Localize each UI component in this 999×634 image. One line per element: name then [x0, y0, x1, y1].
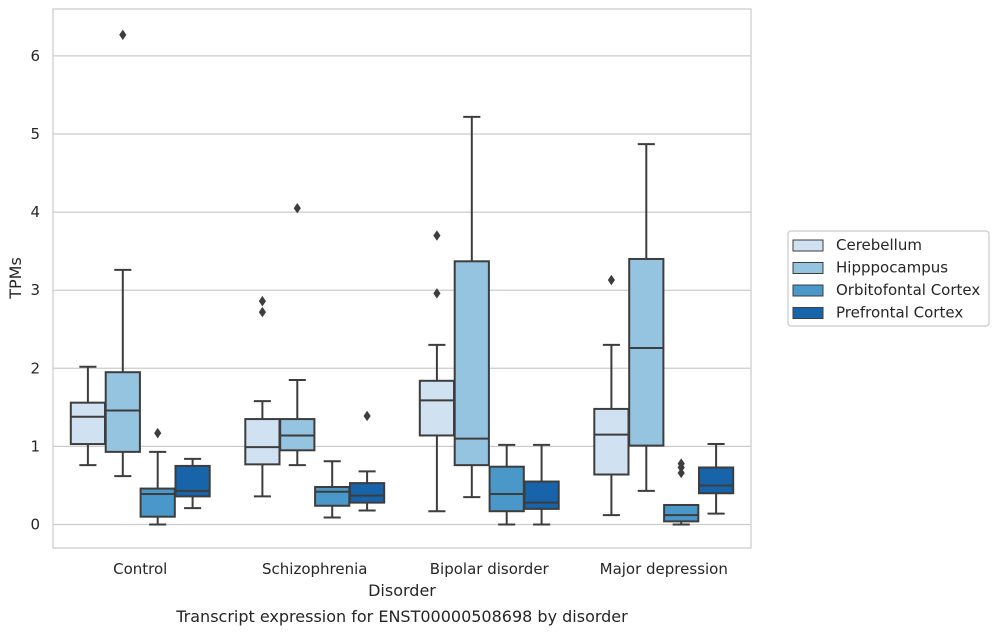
y-tick-label: 3 [30, 281, 40, 299]
iqr-box [697, 466, 735, 495]
box-cerebellum [69, 365, 107, 467]
legend-swatch [792, 307, 824, 319]
legend-frame [787, 230, 990, 327]
x-axis-label: Disorder [368, 581, 436, 600]
iqr-box [488, 465, 525, 513]
box-orbitofontal-cortex [663, 458, 700, 526]
box-orbitofontal-cortex [488, 443, 525, 526]
y-tick-label: 1 [30, 437, 40, 455]
box-hipppocampus [104, 29, 141, 478]
y-tick-label: 4 [30, 203, 40, 221]
y-tick-label: 0 [30, 516, 40, 534]
box-plot-marks [69, 29, 735, 526]
iqr-box [593, 407, 630, 476]
iqr-box [628, 257, 665, 447]
x-axis-ticks: Control Schizophrenia Bipolar disorder Majo… [113, 560, 728, 578]
iqr-box [418, 379, 456, 437]
y-tick-label: 2 [30, 359, 40, 377]
x-tick-label: Control [113, 560, 167, 578]
iqr-box [244, 418, 281, 466]
iqr-box [139, 487, 176, 518]
outlier-point [363, 410, 371, 422]
iqr-box [69, 401, 107, 446]
y-tick-label: 5 [30, 125, 40, 143]
legend-swatch [792, 262, 824, 274]
outlier-point [607, 274, 615, 286]
y-tick-label: 6 [30, 47, 40, 65]
box-prefrontal-cortex [348, 410, 386, 512]
x-tick-label: Bipolar disorder [430, 560, 550, 578]
plot-area-frame [52, 8, 752, 549]
iqr-box [314, 486, 351, 507]
x-tick-label: Schizophrenia [262, 560, 367, 578]
y-axis-label: TPMs [6, 257, 25, 300]
box-orbitofontal-cortex [139, 427, 176, 526]
box-prefrontal-cortex [174, 457, 211, 510]
legend-label: Orbitofontal Cortex [836, 281, 980, 299]
x-tick-label: Major depression [600, 560, 728, 578]
iqr-box [104, 371, 141, 453]
outlier-point [433, 230, 441, 241]
legend-label: Prefrontal Cortex [836, 304, 963, 322]
outlier-point [293, 202, 301, 214]
legend-swatch [792, 239, 824, 252]
box-hipppocampus [279, 202, 316, 467]
iqr-box [453, 260, 490, 467]
box-cerebellum [418, 230, 456, 513]
box-prefrontal-cortex [523, 443, 560, 526]
box-orbitofontal-cortex [314, 460, 351, 519]
box-hipppocampus [453, 115, 490, 499]
iqr-box [523, 480, 560, 510]
chart-caption: Transcript expression for ENST0000050869… [175, 607, 628, 626]
outlier-point [119, 29, 127, 41]
outlier-point [258, 295, 266, 307]
box-cerebellum [244, 295, 281, 498]
y-axis-ticks: 0 1 2 3 4 5 6 [30, 47, 40, 534]
outlier-point [677, 467, 685, 479]
outlier-point [677, 458, 685, 469]
box-cerebellum [593, 274, 630, 517]
outlier-point [154, 427, 162, 439]
legend-swatch [792, 284, 824, 297]
box-hipppocampus [628, 143, 665, 492]
iqr-box [663, 503, 700, 523]
outlier-point [258, 306, 266, 318]
legend-label: Cerebellum [836, 236, 922, 254]
box-prefrontal-cortex [697, 443, 735, 515]
legend: Cerebellum Hipppocampus Orbitofontal Corte… [787, 230, 990, 327]
outlier-point [433, 288, 441, 299]
legend-label: Hipppocampus [836, 259, 948, 277]
gridlines [53, 55, 751, 526]
iqr-box [348, 482, 386, 504]
